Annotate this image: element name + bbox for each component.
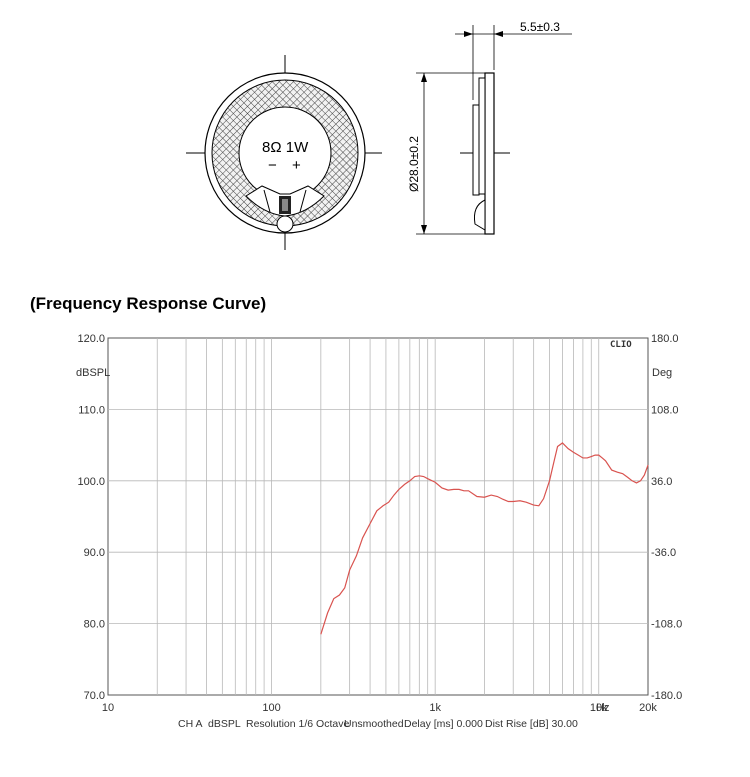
y-tick-label: 80.0 [84, 619, 105, 631]
y2-tick-label: 108.0 [651, 404, 679, 416]
polarity-plus: + [292, 157, 301, 174]
speaker-front-view: 8Ω 1W − + [186, 55, 382, 250]
thickness-label: 5.5±0.3 [520, 20, 560, 34]
footer-delay: Delay [ms] 0.000 [404, 718, 483, 730]
x-tick-label: 10 [102, 702, 114, 714]
terminal-pad-inner [282, 199, 288, 211]
wire-exit [276, 215, 294, 233]
y2-tick-label: 180.0 [651, 333, 679, 345]
dim-arrow-down [421, 225, 427, 234]
footer-dist-rise: Dist Rise [dB] 30.00 [485, 718, 578, 730]
footer-channel: CH A [178, 718, 203, 730]
y-axis-ticks: 120.0 110.0 100.0 90.0 80.0 70.0 [77, 333, 105, 702]
polarity-minus: − [268, 157, 277, 174]
x-axis-ticks: 10 100 1k 10k 20k [102, 702, 657, 714]
y-tick-label: 100.0 [77, 476, 105, 488]
x-unit-label: Hz [596, 702, 609, 714]
y2-tick-label: 36.0 [651, 476, 672, 488]
footer-resolution: Resolution 1/6 Octave [246, 718, 349, 730]
frequency-response-chart: 120.0 110.0 100.0 90.0 80.0 70.0 180.0 108.0 36… [76, 333, 682, 730]
y-tick-label: 120.0 [77, 333, 105, 345]
side-magnet [478, 77, 486, 195]
side-cup [472, 104, 480, 196]
diameter-label: Ø28.0±0.2 [407, 136, 421, 192]
side-frame [484, 72, 495, 235]
dim-arrow-up [421, 73, 427, 82]
plot-area [107, 337, 649, 696]
chart-footer: CH A dBSPL Resolution 1/6 Octave Unsmoot… [178, 718, 578, 730]
y2-tick-label: -108.0 [651, 619, 682, 631]
terminal-line-left [263, 189, 271, 213]
y-unit-label: dBSPL [76, 367, 110, 379]
y-tick-label: 70.0 [84, 690, 105, 702]
y-tick-label: 110.0 [78, 404, 105, 416]
grid [108, 338, 648, 695]
y2-tick-label: -36.0 [651, 547, 676, 559]
clio-brand-label: CLIO [610, 340, 632, 350]
terminal-line-right [299, 189, 307, 213]
y-tick-label: 90.0 [84, 547, 105, 559]
side-wire-bump [474, 199, 486, 231]
response-curve-series [320, 442, 649, 635]
y2-unit-label: Deg [652, 367, 672, 379]
footer-unit: dBSPL [208, 718, 241, 730]
thick-arrow-right [494, 31, 503, 37]
section-title: (Frequency Response Curve) [30, 294, 267, 313]
x-tick-label: 20k [639, 702, 657, 714]
footer-smoothing: Unsmoothed [344, 718, 404, 730]
speaker-dimension-drawing: 8Ω 1W − + Ø28.0±0.2 5.5±0.3 [186, 20, 572, 250]
x-tick-label: 10k [590, 702, 608, 714]
y2-tick-label: -180.0 [651, 690, 682, 702]
speaker-side-view: Ø28.0±0.2 5.5±0.3 [407, 20, 572, 235]
x-tick-label: 100 [262, 702, 280, 714]
y2-axis-ticks: 180.0 108.0 36.0 -36.0 -108.0 -180.0 [651, 333, 682, 702]
thick-arrow-left [464, 31, 473, 37]
impedance-power-label: 8Ω 1W [262, 139, 309, 156]
x-tick-label: 1k [429, 702, 441, 714]
